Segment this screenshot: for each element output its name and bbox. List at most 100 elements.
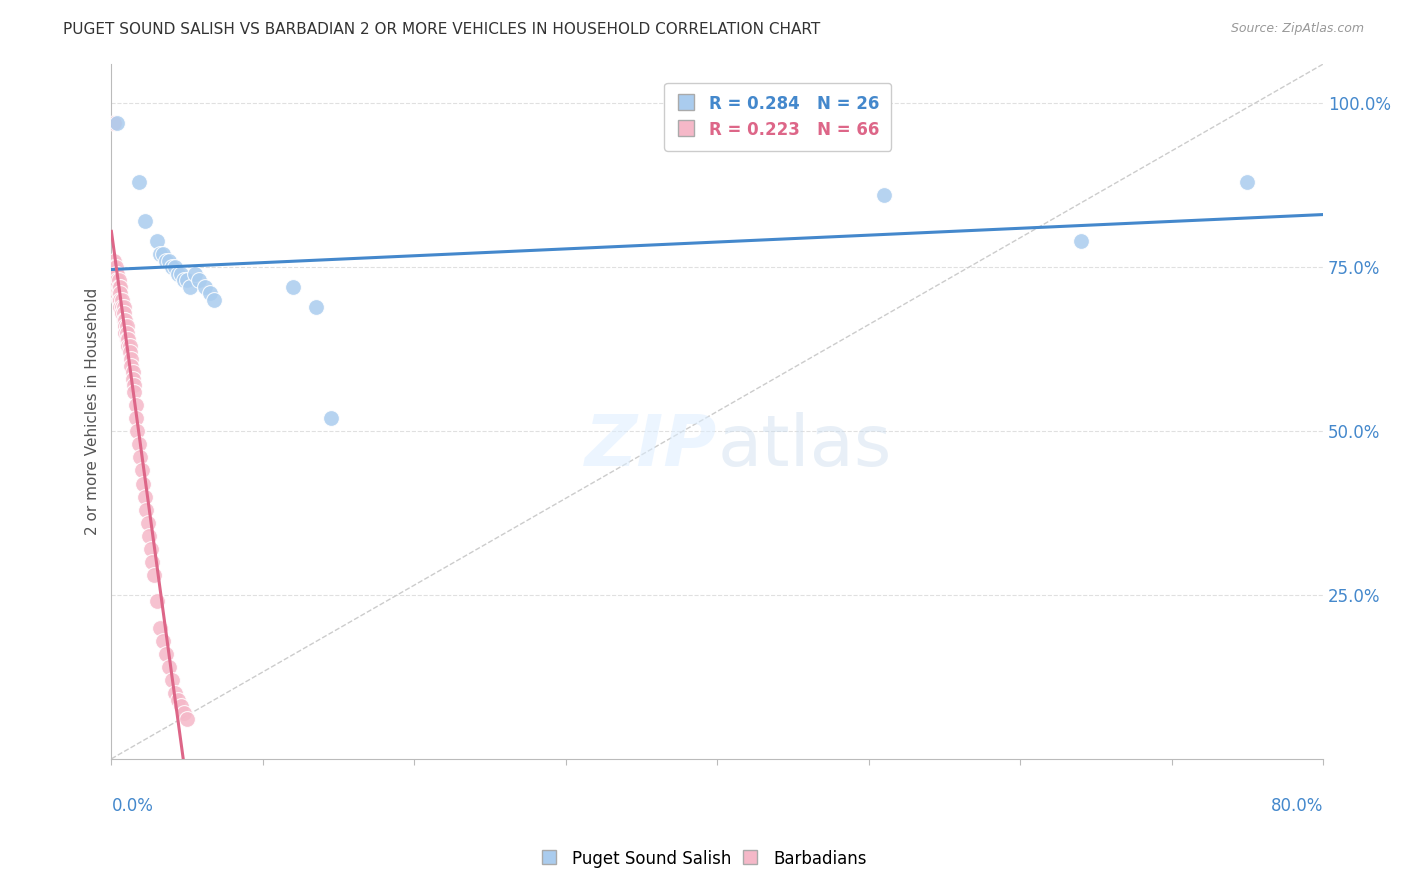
- Point: [111, 300, 134, 314]
- Point: [104, 260, 127, 275]
- Point: [114, 319, 136, 334]
- Point: [115, 332, 138, 346]
- Point: [115, 326, 138, 340]
- Point: [127, 424, 149, 438]
- Point: [122, 378, 145, 392]
- Point: [118, 339, 141, 353]
- Point: [112, 312, 135, 326]
- Point: [110, 286, 132, 301]
- Point: [188, 273, 211, 287]
- Point: [152, 633, 174, 648]
- Point: [135, 502, 157, 516]
- Point: [163, 686, 186, 700]
- Point: [110, 280, 132, 294]
- Point: [163, 260, 186, 275]
- Point: [873, 188, 896, 202]
- Point: [149, 621, 172, 635]
- Point: [149, 247, 172, 261]
- Point: [128, 437, 150, 451]
- Point: [131, 463, 153, 477]
- Point: [157, 660, 180, 674]
- Point: [122, 384, 145, 399]
- Y-axis label: 2 or more Vehicles in Household: 2 or more Vehicles in Household: [86, 288, 100, 535]
- Point: [173, 706, 195, 720]
- Point: [198, 286, 221, 301]
- Point: [139, 542, 162, 557]
- Point: [136, 516, 159, 530]
- Point: [155, 253, 177, 268]
- Point: [118, 345, 141, 359]
- Point: [160, 673, 183, 687]
- Point: [183, 267, 205, 281]
- Point: [108, 280, 131, 294]
- Point: [103, 260, 125, 275]
- Point: [202, 293, 225, 307]
- Point: [107, 267, 129, 281]
- Point: [121, 365, 143, 379]
- Point: [124, 411, 146, 425]
- Point: [167, 267, 190, 281]
- Point: [107, 286, 129, 301]
- Text: atlas: atlas: [717, 412, 891, 481]
- Point: [173, 273, 195, 287]
- Point: [112, 306, 135, 320]
- Point: [103, 116, 125, 130]
- Point: [104, 267, 127, 281]
- Point: [121, 371, 143, 385]
- Text: Source: ZipAtlas.com: Source: ZipAtlas.com: [1230, 22, 1364, 36]
- Text: 0.0%: 0.0%: [111, 797, 153, 815]
- Point: [134, 490, 156, 504]
- Point: [138, 529, 160, 543]
- Point: [283, 280, 305, 294]
- Point: [107, 116, 129, 130]
- Point: [115, 319, 138, 334]
- Point: [114, 312, 136, 326]
- Point: [176, 713, 198, 727]
- Point: [146, 234, 169, 248]
- Point: [124, 398, 146, 412]
- Point: [134, 214, 156, 228]
- Point: [305, 300, 328, 314]
- Point: [146, 594, 169, 608]
- Text: PUGET SOUND SALISH VS BARBADIAN 2 OR MORE VEHICLES IN HOUSEHOLD CORRELATION CHAR: PUGET SOUND SALISH VS BARBADIAN 2 OR MOR…: [63, 22, 821, 37]
- Point: [108, 293, 131, 307]
- Point: [152, 247, 174, 261]
- Point: [120, 351, 142, 366]
- Point: [111, 306, 134, 320]
- Point: [104, 280, 127, 294]
- Point: [160, 260, 183, 275]
- Point: [155, 647, 177, 661]
- Point: [103, 253, 125, 268]
- Point: [104, 273, 127, 287]
- Point: [170, 267, 193, 281]
- Point: [111, 293, 134, 307]
- Point: [170, 699, 193, 714]
- Point: [107, 273, 129, 287]
- Point: [1070, 234, 1092, 248]
- Text: ZIP: ZIP: [585, 412, 717, 481]
- Text: 80.0%: 80.0%: [1271, 797, 1323, 815]
- Point: [110, 293, 132, 307]
- Point: [167, 693, 190, 707]
- Point: [117, 339, 139, 353]
- Point: [108, 286, 131, 301]
- Point: [179, 280, 201, 294]
- Point: [120, 359, 142, 373]
- Point: [319, 411, 342, 425]
- Point: [129, 450, 152, 465]
- Point: [194, 280, 217, 294]
- Point: [1236, 175, 1258, 189]
- Point: [176, 273, 198, 287]
- Point: [132, 476, 155, 491]
- Point: [142, 568, 165, 582]
- Point: [117, 332, 139, 346]
- Point: [114, 326, 136, 340]
- Point: [108, 273, 131, 287]
- Point: [141, 555, 163, 569]
- Point: [107, 280, 129, 294]
- Legend: R = 0.284   N = 26, R = 0.223   N = 66: R = 0.284 N = 26, R = 0.223 N = 66: [665, 83, 891, 151]
- Point: [112, 300, 135, 314]
- Point: [157, 253, 180, 268]
- Legend: Puget Sound Salish, Barbadians: Puget Sound Salish, Barbadians: [533, 843, 873, 875]
- Point: [110, 300, 132, 314]
